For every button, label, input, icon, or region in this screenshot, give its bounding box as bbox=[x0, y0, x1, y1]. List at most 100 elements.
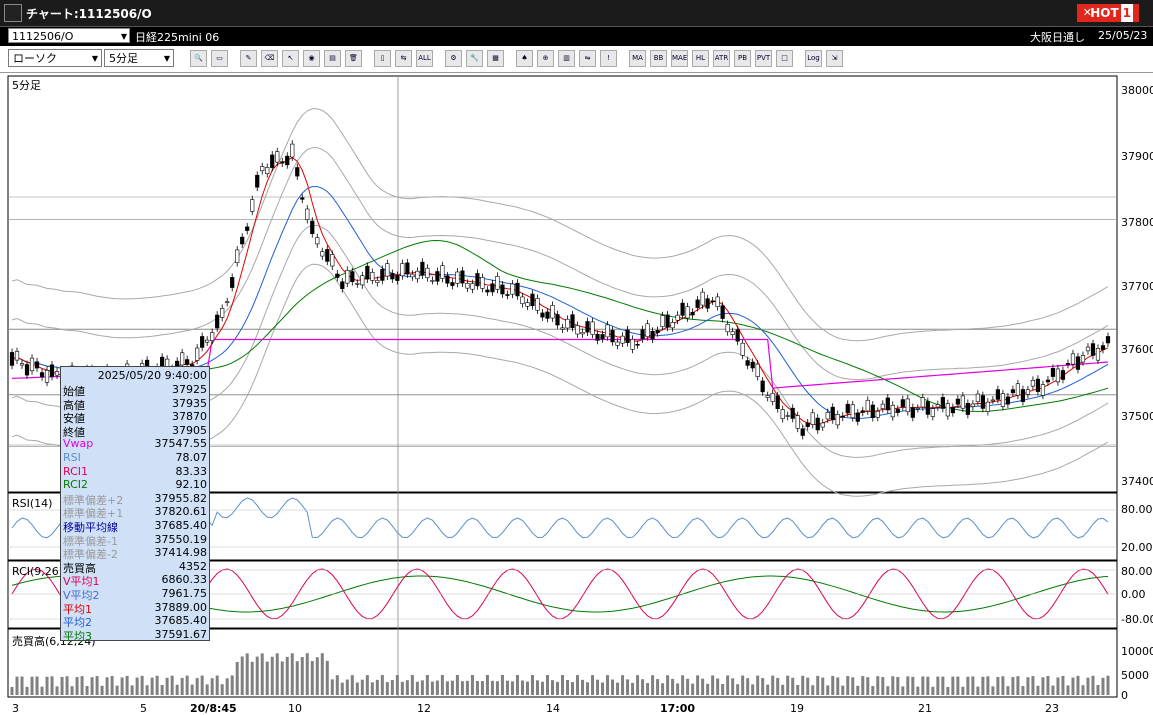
volume-bar bbox=[696, 675, 700, 695]
cursor-tool-button[interactable]: ↖ bbox=[282, 50, 299, 67]
candle-body bbox=[870, 404, 875, 418]
candle-body bbox=[570, 314, 575, 328]
trash-tool-button[interactable]: 🗑 bbox=[345, 50, 362, 67]
info-value: 37820.61 bbox=[154, 505, 208, 519]
hot-badge[interactable]: ✕ HOT 1 bbox=[1077, 4, 1139, 22]
pen-tool-button[interactable]: ✎ bbox=[240, 50, 257, 67]
window-tool-button[interactable]: ▭ bbox=[211, 50, 228, 67]
info-label: 標準偏差+2 bbox=[63, 493, 124, 507]
volume-bar bbox=[651, 675, 655, 695]
candle-body bbox=[225, 301, 230, 303]
candle-body bbox=[635, 343, 640, 346]
candle-body bbox=[19, 363, 25, 366]
interval-select[interactable]: 5分足 ▼ bbox=[104, 49, 174, 67]
candle-body bbox=[855, 412, 860, 422]
instrument-name: 日経225mini 06 bbox=[135, 31, 220, 44]
eraser-tool-button[interactable]: ⌫ bbox=[261, 50, 278, 67]
pvt-tool-button[interactable]: PVT bbox=[755, 50, 772, 67]
bb-tool-button[interactable]: BB bbox=[650, 50, 667, 67]
volume-bar bbox=[420, 680, 424, 695]
candle-body bbox=[1065, 363, 1071, 365]
volume-bar bbox=[1066, 685, 1070, 695]
split-tool-button[interactable]: ⇋ bbox=[579, 50, 596, 67]
bar-tool-button[interactable]: ▥ bbox=[558, 50, 575, 67]
mae-tool-button[interactable]: MAE bbox=[671, 50, 688, 67]
export-tool-button[interactable]: ⇲ bbox=[826, 50, 843, 67]
color-tool-button[interactable]: ▦ bbox=[487, 50, 504, 67]
candle-body bbox=[925, 401, 930, 415]
candle-body bbox=[1075, 356, 1081, 370]
document-tool-button[interactable]: ▤ bbox=[324, 50, 341, 67]
volume-bar bbox=[235, 662, 239, 695]
indicator-tool-button[interactable]: ♠ bbox=[516, 50, 533, 67]
data-info-panel: 2025/05/20 9:40:00 始値 37925 高値 37935 安値 37870… bbox=[60, 366, 210, 643]
volume-bar bbox=[120, 677, 124, 695]
candle-body bbox=[1045, 379, 1051, 383]
candle-tool-button[interactable]: ▯ bbox=[374, 50, 391, 67]
candle-body bbox=[760, 380, 765, 393]
box-tool-icon: □ bbox=[781, 54, 788, 62]
info-label: RCI2 bbox=[63, 478, 89, 492]
volume-bar bbox=[826, 685, 830, 695]
box-tool-button[interactable]: □ bbox=[776, 50, 793, 67]
candle-body bbox=[915, 407, 920, 410]
candle-body bbox=[845, 403, 850, 414]
volume-bar bbox=[65, 676, 69, 695]
candle-body bbox=[610, 330, 615, 343]
chart-area[interactable]: 5分足 RSI(14) RCI(9,26) 売買高(6,12,24) 38000… bbox=[0, 73, 1153, 715]
candle-body bbox=[795, 415, 800, 429]
candle-body bbox=[945, 403, 950, 417]
candle-body bbox=[410, 273, 415, 278]
search-tool-button[interactable]: 🔍 bbox=[190, 50, 207, 67]
candle-body bbox=[240, 236, 245, 245]
wrench-tool-icon: 🔧 bbox=[470, 54, 479, 62]
ma-tool-button[interactable]: MA bbox=[629, 50, 646, 67]
candle-body bbox=[665, 314, 670, 328]
volume-tick-label: 5000 bbox=[1121, 669, 1149, 682]
info-tool-button[interactable]: ! bbox=[600, 50, 617, 67]
volume-bar bbox=[95, 676, 99, 695]
price-tick-label: 37800 bbox=[1121, 216, 1153, 229]
candle-body bbox=[1050, 368, 1056, 377]
info-value: 37685.40 bbox=[154, 614, 208, 628]
volume-bar bbox=[205, 684, 209, 695]
hl-tool-button[interactable]: HL bbox=[692, 50, 709, 67]
price-tick-label: 37600 bbox=[1121, 343, 1153, 356]
arrow-tool-button[interactable]: ⇆ bbox=[395, 50, 412, 67]
log-tool-icon: Log bbox=[807, 54, 820, 62]
log-tool-button[interactable]: Log bbox=[805, 50, 822, 67]
wrench-tool-button[interactable]: 🔧 bbox=[466, 50, 483, 67]
candle-body bbox=[650, 330, 655, 340]
candle-body bbox=[785, 415, 790, 417]
zoom-tool-button[interactable]: ⊕ bbox=[537, 50, 554, 67]
volume-bar bbox=[415, 681, 419, 695]
gear-tool-button[interactable]: ⚙ bbox=[445, 50, 462, 67]
volume-bar bbox=[200, 675, 204, 695]
volume-bar bbox=[125, 675, 129, 695]
info-value: 37550.19 bbox=[154, 532, 208, 546]
volume-bar bbox=[586, 682, 590, 695]
candle-body bbox=[350, 271, 355, 283]
volume-bar bbox=[360, 679, 364, 695]
volume-bar bbox=[1016, 676, 1020, 695]
info-label: 平均2 bbox=[63, 616, 92, 630]
all-tool-button[interactable]: ALL bbox=[416, 50, 433, 67]
chart-type-select[interactable]: ローソク ▼ bbox=[8, 49, 102, 67]
candle-body bbox=[310, 220, 315, 235]
candle-body bbox=[325, 249, 330, 262]
info-label: 移動平均線 bbox=[63, 521, 118, 534]
info-row: RCI2 92.10 bbox=[63, 478, 207, 491]
info-value: 37889.00 bbox=[154, 600, 208, 614]
candle-body bbox=[435, 271, 440, 282]
candle-body bbox=[690, 312, 695, 316]
volume-bar bbox=[911, 676, 915, 695]
volume-bar bbox=[1001, 676, 1005, 695]
price-tick-label: 37400 bbox=[1121, 475, 1153, 488]
info-value: 83.33 bbox=[175, 464, 208, 478]
atr-tool-button[interactable]: ATR bbox=[713, 50, 730, 67]
fill-tool-button[interactable]: ◉ bbox=[303, 50, 320, 67]
symbol-select[interactable]: 1112506/O ▼ bbox=[8, 28, 130, 43]
candle-body bbox=[765, 395, 770, 398]
pb-tool-button[interactable]: PB bbox=[734, 50, 751, 67]
volume-bar bbox=[110, 676, 114, 695]
